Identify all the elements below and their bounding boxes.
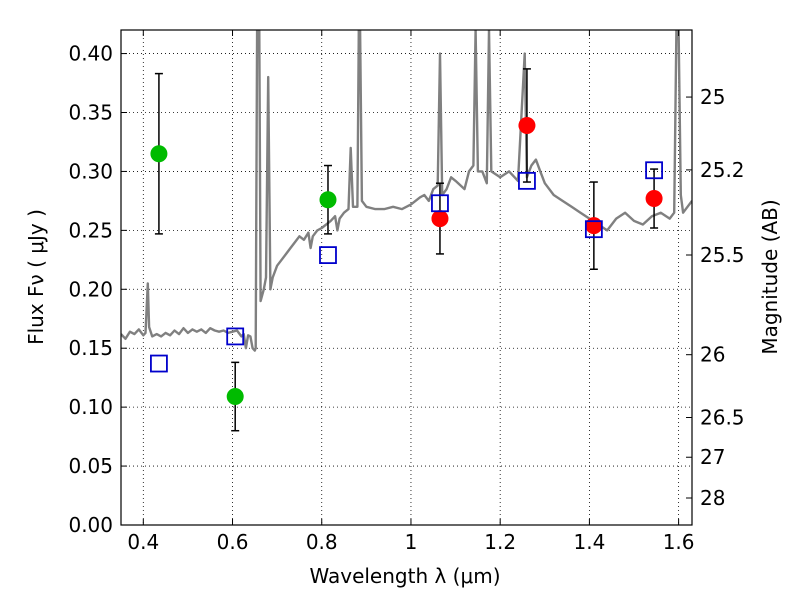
spectrum-line	[121, 30, 692, 352]
x-tick-label: 1.2	[484, 530, 516, 554]
y2-tick-label: 26	[700, 343, 725, 367]
y-tick-label: 0.20	[68, 277, 113, 301]
x-tick-label: 1	[405, 530, 418, 554]
data-point-circle	[431, 210, 449, 228]
y-tick-label: 0.40	[68, 42, 113, 66]
data-point-circle	[319, 191, 337, 209]
grid-lines	[121, 30, 692, 526]
y-axis-label: Flux Fν ( μJy )	[24, 209, 48, 345]
plot-frame	[120, 29, 693, 526]
x-tick-label: 1.6	[663, 530, 695, 554]
y2-tick-label: 25.5	[700, 243, 745, 267]
x-axis-label: Wavelength λ (μm)	[309, 564, 500, 588]
x-tick-label: 1.4	[573, 530, 605, 554]
y2-tick-label: 28	[700, 486, 725, 510]
data-point-circle	[150, 145, 168, 163]
plot-area	[121, 30, 692, 432]
data-point-circle	[226, 388, 244, 406]
y-tick-label: 0.15	[68, 336, 113, 360]
y-tick-label: 0.35	[68, 101, 113, 125]
y-tick-label: 0.10	[68, 395, 113, 419]
data-point-square	[226, 327, 245, 346]
y2-tick-label: 25.2	[700, 158, 745, 182]
data-point-square	[150, 354, 168, 373]
data-point-square	[431, 194, 449, 213]
data-point-circle	[585, 217, 603, 235]
y2-axis: 25 25.2 25.5 26 26.5 27 28	[686, 85, 745, 510]
y2-tick-label: 25	[700, 85, 725, 109]
x-tick-label: 0.8	[306, 530, 338, 554]
data-point-square	[319, 246, 337, 265]
data-point-square	[584, 220, 603, 239]
y2-axis-label: Magnitude (AB)	[758, 199, 782, 354]
x-tick-label: 0.6	[217, 530, 249, 554]
y-tick-label: 0.00	[68, 513, 113, 537]
x-axis: 0.4 0.6 0.8 1 1.2 1.4 1.6	[127, 30, 695, 554]
y-axis: 0.00 0.05 0.10 0.15 0.20 0.25 0.30 0.35 0.40	[68, 42, 127, 537]
data-point-square	[518, 171, 536, 190]
x-tick-label: 0.4	[127, 530, 159, 554]
y-tick-label: 0.05	[68, 454, 113, 478]
data-point-circle	[518, 116, 536, 134]
y-tick-label: 0.25	[68, 218, 113, 242]
y2-tick-label: 26.5	[700, 406, 745, 430]
data-point-square	[645, 161, 663, 180]
data-point-circle	[645, 190, 663, 208]
y2-tick-label: 27	[700, 445, 725, 469]
y-tick-label: 0.30	[68, 159, 113, 183]
